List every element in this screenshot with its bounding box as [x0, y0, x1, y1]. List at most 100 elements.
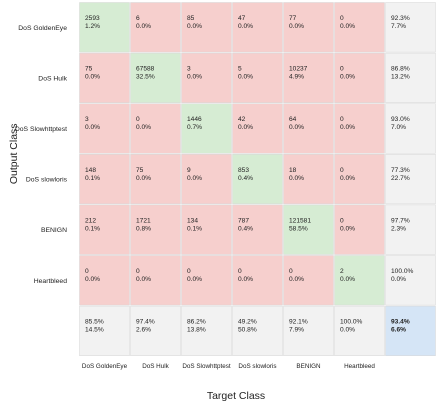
cell-secondary-value: 0.0%: [289, 175, 304, 182]
cell-background: [283, 255, 334, 306]
misclassified-cell: 00.0%: [334, 204, 385, 255]
cell-primary-value: 1721: [136, 217, 151, 224]
cell-primary-value: 853: [238, 167, 249, 174]
cell-secondary-value: 0.0%: [238, 74, 253, 81]
overall-accuracy-cell: 93.4%6.6%: [385, 305, 436, 356]
cell-background: [283, 305, 334, 356]
cell-primary-value: 93.4%: [391, 319, 410, 326]
cell-primary-value: 77: [289, 15, 297, 22]
cell-background: [334, 305, 385, 356]
misclassified-cell: 00.0%: [334, 154, 385, 205]
cell-background: [283, 2, 334, 53]
cell-secondary-value: 0.0%: [340, 74, 355, 81]
cell-secondary-value: 0.0%: [136, 276, 151, 283]
cell-primary-value: 49.2%: [238, 319, 257, 326]
cell-primary-value: 75: [136, 167, 144, 174]
cell-primary-value: 787: [238, 217, 249, 224]
cell-primary-value: 67588: [136, 66, 155, 73]
cell-background: [79, 305, 130, 356]
cell-primary-value: 5: [238, 66, 242, 73]
cell-primary-value: 0: [340, 167, 344, 174]
cell-secondary-value: 0.4%: [238, 175, 253, 182]
cell-secondary-value: 0.0%: [391, 276, 406, 283]
cell-primary-value: 75: [85, 66, 93, 73]
cell-primary-value: 0: [136, 116, 140, 123]
cell-secondary-value: 0.0%: [289, 124, 304, 131]
cell-primary-value: 121581: [289, 217, 311, 224]
row-label: DoS slowloris: [26, 177, 68, 184]
misclassified-cell: 00.0%: [334, 52, 385, 103]
cell-primary-value: 0: [238, 268, 242, 275]
cell-primary-value: 2: [340, 268, 344, 275]
misclassified-cell: 90.0%: [181, 154, 232, 205]
cell-secondary-value: 0.0%: [187, 276, 202, 283]
cell-background: [130, 154, 181, 205]
cell-background: [181, 2, 232, 53]
column-labels: DoS GoldenEye DoS Hulk DoS Slowhttptest DoS…: [82, 363, 375, 370]
misclassified-cell: 00.0%: [232, 255, 283, 306]
row-label: DoS GoldenEye: [18, 25, 67, 32]
cell-secondary-value: 58.5%: [289, 225, 308, 232]
column-label: DoS slowloris: [238, 363, 276, 370]
misclassified-cell: 00.0%: [334, 103, 385, 154]
misclassified-cell: 180.0%: [283, 154, 334, 205]
cell-primary-value: 97.7%: [391, 217, 410, 224]
cell-secondary-value: 0.4%: [238, 225, 253, 232]
cell-primary-value: 1446: [187, 116, 202, 123]
cell-secondary-value: 0.0%: [289, 23, 304, 30]
cell-background: [181, 255, 232, 306]
cell-secondary-value: 0.1%: [187, 225, 202, 232]
cell-background: [181, 305, 232, 356]
cell-background: [334, 2, 385, 53]
cell-primary-value: 85: [187, 15, 195, 22]
misclassified-cell: 00.0%: [130, 103, 181, 154]
misclassified-cell: 30.0%: [181, 52, 232, 103]
cell-background: [283, 154, 334, 205]
cell-secondary-value: 0.0%: [85, 276, 100, 283]
cell-secondary-value: 0.8%: [136, 225, 151, 232]
cell-secondary-value: 7.9%: [289, 327, 304, 334]
cell-primary-value: 3: [187, 66, 191, 73]
cell-primary-value: 47: [238, 15, 246, 22]
misclassified-cell: 00.0%: [283, 255, 334, 306]
row-label: BENIGN: [41, 227, 67, 234]
cell-background: [385, 255, 436, 306]
column-label: DoS Slowhttptest: [182, 363, 231, 370]
cell-primary-value: 100.0%: [391, 268, 414, 275]
cell-background: [385, 52, 436, 103]
row-summary-cell: 92.3%7.7%: [385, 2, 436, 53]
cell-primary-value: 86.8%: [391, 66, 410, 73]
cell-secondary-value: 0.0%: [136, 175, 151, 182]
cell-background: [385, 154, 436, 205]
cell-primary-value: 18: [289, 167, 297, 174]
cell-primary-value: 0: [187, 268, 191, 275]
cell-background: [283, 103, 334, 154]
cell-secondary-value: 0.0%: [340, 175, 355, 182]
cell-primary-value: 6: [136, 15, 140, 22]
cell-secondary-value: 0.0%: [136, 124, 151, 131]
column-summary-cell: 49.2%50.8%: [232, 305, 283, 356]
misclassified-cell: 640.0%: [283, 103, 334, 154]
cell-primary-value: 77.3%: [391, 167, 410, 174]
cell-background: [79, 52, 130, 103]
cell-background: [334, 204, 385, 255]
cell-background: [232, 2, 283, 53]
cell-primary-value: 10237: [289, 66, 308, 73]
misclassified-cell: 00.0%: [181, 255, 232, 306]
row-summary-cell: 100.0%0.0%: [385, 255, 436, 306]
misclassified-cell: 470.0%: [232, 2, 283, 53]
cell-secondary-value: 13.2%: [391, 74, 410, 81]
misclassified-cell: 770.0%: [283, 2, 334, 53]
cell-background: [334, 154, 385, 205]
cell-secondary-value: 0.7%: [187, 124, 202, 131]
cell-primary-value: 212: [85, 217, 96, 224]
cell-background: [130, 2, 181, 53]
cell-secondary-value: 1.2%: [85, 23, 100, 30]
cell-background: [232, 154, 283, 205]
cell-secondary-value: 0.0%: [238, 276, 253, 283]
column-summary-cell: 86.2%13.8%: [181, 305, 232, 356]
cell-secondary-value: 14.5%: [85, 327, 104, 334]
